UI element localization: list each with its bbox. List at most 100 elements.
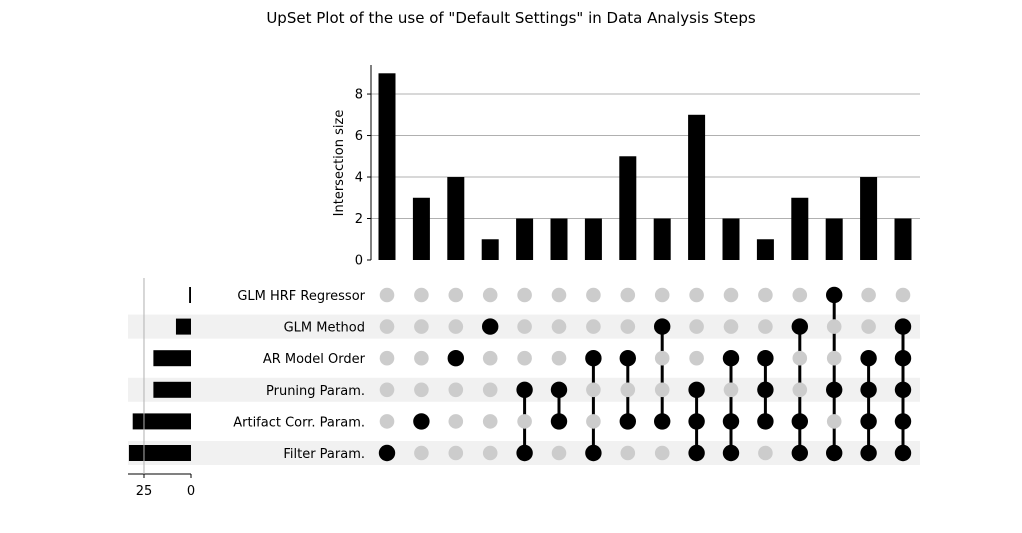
membership-matrix: GLM HRF Regressor GLM Method AR Model Orde…: [233, 286, 912, 462]
matrix-dot-active: [722, 444, 740, 462]
matrix-dot-inactive: [379, 319, 395, 334]
matrix-dot-inactive: [620, 287, 636, 303]
matrix-dot-inactive: [414, 287, 429, 303]
matrix-dot-inactive: [448, 414, 464, 429]
matrix-dot-inactive: [826, 350, 842, 366]
intersection-bar: [894, 218, 912, 260]
matrix-dot-active: [791, 318, 808, 335]
y-tick-label: 2: [355, 212, 363, 227]
matrix-dot-inactive: [448, 287, 464, 303]
matrix-dot-active: [688, 413, 705, 430]
matrix-dot-inactive: [414, 445, 429, 461]
matrix-dot-inactive: [792, 382, 808, 398]
matrix-dot-inactive: [826, 319, 842, 334]
matrix-dot-inactive: [517, 350, 532, 366]
chart-title: UpSet Plot of the use of "Default Settin…: [266, 9, 756, 27]
x-tick-label: 0: [187, 484, 195, 499]
matrix-dot-active: [894, 413, 912, 430]
matrix-dot-active: [860, 444, 877, 462]
set-size-bar: [132, 413, 191, 430]
matrix-dot-active: [654, 318, 671, 335]
matrix-dot-inactive: [689, 319, 704, 334]
intersection-bar: [791, 197, 809, 260]
matrix-dot-inactive: [620, 319, 636, 334]
set-size-bar: [153, 350, 191, 367]
matrix-dot-inactive: [551, 319, 567, 334]
matrix-dot-active: [722, 350, 740, 367]
matrix-dot-active: [516, 444, 533, 462]
matrix-dot-inactive: [482, 382, 498, 398]
matrix-dot-inactive: [758, 287, 773, 303]
intersection-size-plot: 0 2 4 6 8: [355, 65, 920, 269]
intersection-bar: [619, 156, 637, 260]
matrix-dot-inactive: [654, 445, 670, 461]
matrix-dot-inactive: [448, 445, 464, 461]
matrix-dot-inactive: [758, 319, 773, 334]
matrix-dot-active: [791, 444, 808, 462]
matrix-dot-inactive: [689, 287, 704, 303]
matrix-dot-inactive: [654, 350, 670, 366]
matrix-dot-inactive: [551, 445, 567, 461]
matrix-dot-active: [894, 350, 912, 367]
set-label: Pruning Param.: [266, 384, 365, 399]
matrix-dot-active: [826, 381, 843, 398]
matrix-dot-inactive: [551, 350, 567, 366]
matrix-dot-active: [757, 413, 774, 430]
matrix-dot-inactive: [379, 414, 395, 429]
matrix-dot-inactive: [861, 287, 876, 303]
intersection-bar: [481, 239, 499, 260]
set-size-bar: [175, 318, 191, 335]
matrix-dot-active: [619, 413, 636, 430]
y-tick-label: 4: [355, 171, 363, 186]
y-tick-label: 0: [355, 254, 363, 269]
set-label: Filter Param.: [283, 447, 365, 462]
set-size-bar: [153, 381, 191, 398]
matrix-dot-active: [482, 318, 499, 335]
matrix-dot-active: [826, 444, 843, 462]
intersection-bar: [825, 218, 843, 260]
intersection-bar: [584, 218, 602, 260]
matrix-dot-inactive: [482, 350, 498, 366]
matrix-dot-inactive: [586, 414, 601, 429]
matrix-dot-active: [894, 444, 912, 462]
matrix-dot-active: [413, 413, 430, 430]
matrix-dot-inactive: [379, 382, 395, 398]
y-tick-label: 8: [355, 88, 363, 103]
y-axis-label: Intersection size: [332, 110, 347, 217]
matrix-dot-active: [585, 350, 602, 367]
set-size-bar: [189, 287, 191, 303]
matrix-dot-inactive: [448, 319, 464, 334]
matrix-dot-active: [860, 350, 877, 367]
matrix-dot-inactive: [517, 319, 532, 334]
matrix-dot-inactive: [723, 287, 739, 303]
matrix-dot-inactive: [414, 319, 429, 334]
matrix-dot-active: [894, 381, 912, 398]
matrix-dot-inactive: [586, 287, 601, 303]
matrix-dot-active: [722, 413, 740, 430]
matrix-dot-inactive: [654, 382, 670, 398]
matrix-dot-inactive: [723, 382, 739, 398]
matrix-dot-inactive: [723, 319, 739, 334]
x-tick-label: 25: [136, 484, 153, 499]
matrix-dot-inactive: [861, 319, 876, 334]
matrix-dot-inactive: [586, 382, 601, 398]
matrix-dot-inactive: [551, 287, 567, 303]
intersection-bar: [447, 177, 465, 260]
matrix-dot-inactive: [517, 414, 532, 429]
matrix-dot-active: [791, 413, 808, 430]
matrix-dot-active: [860, 413, 877, 430]
matrix-dot-inactive: [620, 445, 636, 461]
matrix-dot-inactive: [482, 445, 498, 461]
intersection-bar: [653, 218, 671, 260]
intersection-bar: [688, 114, 706, 260]
intersection-bar: [860, 177, 878, 260]
matrix-dot-active: [619, 350, 636, 367]
matrix-dot-active: [860, 381, 877, 398]
intersection-bar: [516, 218, 534, 260]
matrix-dot-inactive: [689, 350, 704, 366]
matrix-dot-active: [688, 444, 705, 462]
matrix-dot-inactive: [482, 414, 498, 429]
matrix-dot-inactive: [448, 382, 464, 398]
intersection-bar: [550, 218, 568, 260]
